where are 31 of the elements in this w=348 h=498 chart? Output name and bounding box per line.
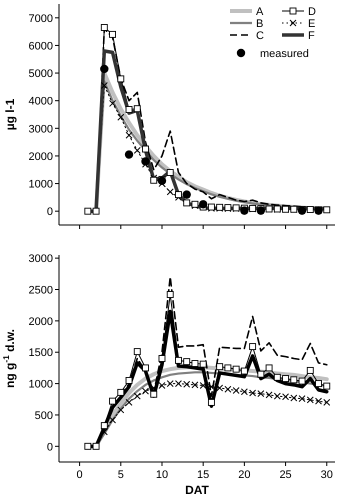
y-tick-label: 2000: [28, 150, 53, 163]
y-tick-label: 0: [46, 441, 53, 454]
legend-label: C: [256, 30, 264, 42]
y-tick-label: 5000: [28, 68, 53, 80]
y-tick-label: 1000: [28, 178, 53, 191]
x-tick-label: 20: [238, 469, 250, 481]
legend-label: E: [308, 18, 316, 30]
legend-label: F: [308, 30, 315, 42]
y-tick-label: 1500: [28, 347, 53, 360]
x-axis-title: DAT: [185, 483, 210, 497]
y-axis-title: µg l-1: [3, 98, 17, 130]
x-tick-label: 10: [156, 469, 168, 481]
y-tick-label: 500: [34, 410, 53, 422]
x-tick-label: 25: [279, 469, 292, 481]
y-tick-label: 3000: [28, 123, 53, 136]
y-tick-label: 2000: [28, 316, 53, 328]
y-tick-label: 2500: [28, 284, 53, 296]
x-tick-label: 0: [76, 469, 83, 481]
y-tick-label: 4000: [28, 96, 53, 108]
x-tick-label: 5: [118, 469, 124, 481]
y-tick-label: 1000: [28, 378, 53, 391]
y-tick-label: 3000: [28, 253, 53, 266]
y-tick-label: 7000: [28, 12, 53, 25]
legend-label: measured: [260, 48, 309, 60]
y-tick-label: 0: [46, 206, 53, 218]
x-tick-label: 15: [197, 469, 210, 481]
y-tick-label: 6000: [28, 40, 53, 52]
x-tick-label: 30: [320, 469, 333, 481]
legend-label: D: [308, 6, 316, 18]
legend-label: B: [256, 18, 264, 30]
legend-label: A: [256, 6, 264, 18]
